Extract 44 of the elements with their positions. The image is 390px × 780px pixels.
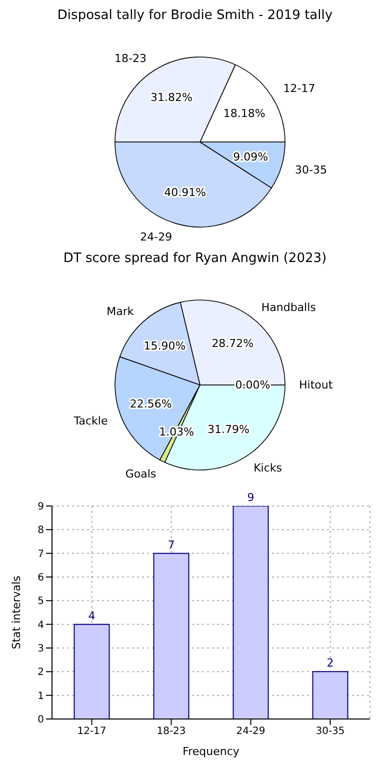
bar xyxy=(153,552,190,719)
slice-label: Tackle xyxy=(72,414,108,428)
data-label: 15.90% xyxy=(144,339,186,352)
x-tick-label: 18-23 xyxy=(156,726,186,738)
y-tick-label: 2 xyxy=(38,667,44,678)
data-label: 18.18% xyxy=(223,107,266,120)
x-tick-label: 24-29 xyxy=(236,726,266,738)
x-axis-title: Frequency xyxy=(182,745,240,758)
category-label: Hitout xyxy=(299,378,333,392)
data-label: 31.82% xyxy=(150,91,192,104)
y-tick-label: 4 xyxy=(38,620,44,631)
slice-label: 12-17 xyxy=(283,82,316,95)
y-tick-label: 8 xyxy=(38,525,44,536)
data-label: 31.79% xyxy=(208,422,250,436)
slice-label: 30-35 xyxy=(294,163,327,176)
y-tick-label: 1 xyxy=(38,690,44,702)
bar xyxy=(232,506,269,719)
y-tick-label: 6 xyxy=(38,572,44,584)
y-axis-title: Stat intervals xyxy=(10,575,23,650)
y-tick-label: 7 xyxy=(38,548,44,560)
slice-label: Handballs xyxy=(261,300,316,314)
slice-label: Kicks xyxy=(254,462,282,475)
data-label: 28.72% xyxy=(212,337,254,350)
slice-label: Mark xyxy=(106,304,134,318)
data-label: 9.09% xyxy=(233,150,268,164)
data-label: 22.56% xyxy=(130,398,172,411)
y-tick-label: 3 xyxy=(38,644,44,655)
x-tick-label: 30-35 xyxy=(316,726,345,738)
data-label: 7 xyxy=(168,538,175,552)
slice-label: 24-29 xyxy=(140,230,172,244)
data-label: 40.91% xyxy=(164,186,206,200)
slice-label: Goals xyxy=(125,467,156,480)
y-tick-label: 9 xyxy=(38,502,44,513)
x-tick-label: 12-17 xyxy=(77,726,106,738)
y-tick-label: 0 xyxy=(38,714,44,726)
data-label: 9 xyxy=(247,491,254,504)
bar xyxy=(74,624,110,719)
slice-label: 18-23 xyxy=(114,52,146,66)
bar xyxy=(312,671,348,719)
chart-title: Disposal tally for Brodie Smith - 2019 tally xyxy=(56,8,334,23)
chart-title: DT score spread for Ryan Angwin (2023) xyxy=(62,251,328,266)
data-label: 2 xyxy=(326,656,334,670)
data-label: 4 xyxy=(88,609,96,622)
y-tick-label: 5 xyxy=(38,596,44,608)
